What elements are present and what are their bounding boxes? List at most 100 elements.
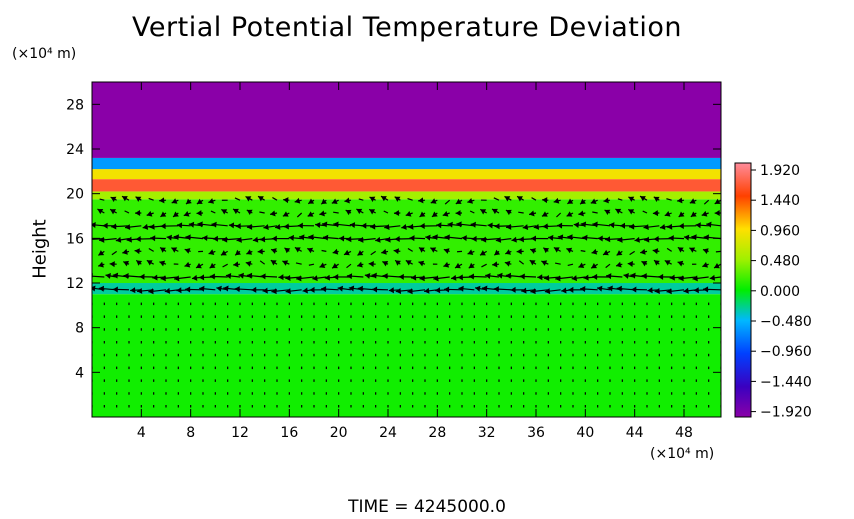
wind-vector-head [436,222,442,229]
wind-vector [259,211,265,214]
wind-vector-head [424,287,430,294]
wind-vector-head [408,223,414,230]
x-axis: 4 8 12 16 20 24 28 32 36 40 44 48 [137,82,693,441]
wind-vector [358,198,364,201]
wind-vector [554,262,561,265]
wind-vector-head [530,288,536,295]
wind-vector-head [375,236,381,243]
wind-vector-head [542,223,548,230]
wind-vector-head [307,211,314,217]
wind-vector-head [308,198,315,204]
wind-vector [629,250,635,256]
wind-vector [580,250,586,252]
wind-vector-head [518,236,524,243]
wind-vector-head [196,198,203,204]
wind-vector-head [382,260,389,267]
wind-vector-head [643,224,649,231]
wind-vector [556,212,562,218]
wind-vector-head [159,197,165,204]
wind-vector-head [678,211,685,217]
wind-vector-head [259,236,266,243]
wind-vector-head [458,285,464,292]
wind-vector-head [98,261,104,268]
wind-vector-head [260,273,266,280]
wind-vector-head [419,275,425,282]
field-layer-6 [92,157,721,170]
wind-vector [92,264,93,265]
wind-vector-head [714,210,720,217]
wind-vector-head [455,262,461,269]
y-tick-label: 20 [66,187,84,203]
wind-vector-head [358,236,364,243]
wind-vector-head [125,224,131,231]
wind-vector-head [284,247,291,254]
wind-vector-head [319,210,325,217]
wind-vector-head [356,208,363,215]
temperature-field [92,82,721,417]
wind-vector-head [252,236,259,243]
wind-vector-head [573,222,580,229]
wind-vector [346,263,352,269]
wind-vector-head [653,235,659,242]
wind-vector-head [85,250,91,255]
wind-vector [308,263,315,266]
wind-vector-head [659,223,666,230]
wind-vector-head [592,273,598,280]
wind-vector-head [384,224,390,231]
wind-vector-head [641,260,648,267]
wind-vector-head [630,272,636,279]
wind-vector-head [590,198,597,204]
wind-vector-head [238,272,244,279]
wind-vector-head [555,275,561,282]
wind-vector-head [258,196,264,202]
wind-vector [92,212,93,213]
wind-vector-head [139,273,145,280]
wind-vector-head [702,248,709,254]
wind-vector-head [591,248,598,255]
wind-vector-head [654,288,660,294]
colorbar-label: 1.440 [760,193,800,209]
wind-vector-head [337,285,344,292]
wind-vector-head [571,275,578,282]
wind-vector-head [263,224,269,231]
wind-vector-head [529,210,535,217]
wind-vector-head [381,196,387,202]
wind-vector [92,200,93,201]
wind-vector-head [135,210,141,217]
wind-vector-head [644,236,650,243]
wind-vector [321,249,327,252]
wind-vector-head [457,274,463,281]
y-tick-label: 12 [66,276,84,292]
wind-vector-head [455,210,461,217]
wind-vector-head [517,196,523,202]
wind-vector-head [332,263,338,269]
wind-vector-head [714,198,721,204]
wind-vector-head [568,286,574,293]
wind-vector-head [312,275,318,282]
wind-vector-head [482,285,488,292]
wind-vector-head [664,260,671,266]
field-layer-5 [92,169,721,180]
wind-vector [518,260,525,265]
x-tick-label: 28 [428,425,446,441]
wind-vector-head [597,235,603,242]
wind-vector-head [321,286,327,293]
wind-vector-head [112,286,118,293]
wind-vector-head [566,247,573,254]
wind-vectors [85,195,721,408]
wind-vector-head [202,235,208,242]
x-tick-label: 40 [576,425,594,441]
wind-vector-head [294,197,301,204]
wind-vector [222,263,228,268]
wind-vector-head [480,250,486,256]
wind-vector-head [617,236,623,243]
wind-vector-head [339,235,345,242]
wind-vector-head [257,248,263,255]
wind-vector-head [619,222,625,229]
wind-vector [703,199,710,205]
wind-vector-head [159,260,166,267]
wind-vector-head [297,222,303,229]
wind-vector-head [123,260,130,267]
wind-vector-head [495,236,502,243]
